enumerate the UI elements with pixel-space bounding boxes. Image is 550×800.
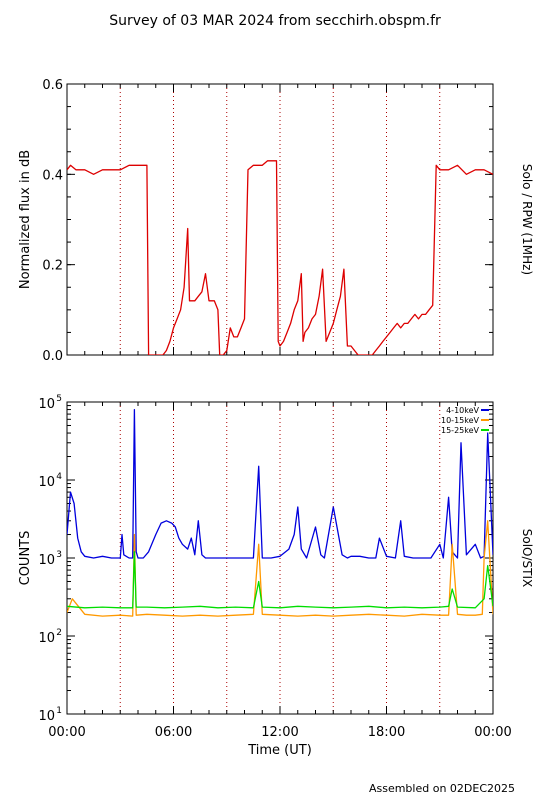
legend-entry-label: 4-10keV bbox=[446, 406, 479, 415]
instrument-label: Solo / RPW (1MHz) bbox=[520, 164, 534, 275]
x-tick-label: 06:00 bbox=[155, 725, 192, 740]
rpw-panel: 0.0 0.2 0.4 0.6 Normalized flux in dB Solo / … bbox=[18, 78, 534, 364]
x-axis-label: Time (UT) bbox=[247, 743, 312, 758]
assembled-note: Assembled on 02DEC2025 bbox=[369, 782, 515, 795]
y-tick-exponent: 5 bbox=[56, 394, 62, 404]
y-tick-exponent: 2 bbox=[56, 628, 62, 638]
y-tick-exponent: 3 bbox=[56, 550, 62, 560]
y-tick-label: 10 bbox=[38, 475, 55, 490]
instrument-label: SolO/STIX bbox=[520, 529, 534, 588]
series-line-10-15kev bbox=[67, 520, 493, 617]
series-line-rpw-flux bbox=[67, 160, 493, 355]
y-tick-label: 10 bbox=[38, 709, 55, 724]
y-tick-exponent: 1 bbox=[56, 706, 62, 716]
series-line-4-10kev bbox=[67, 408, 493, 559]
y-tick-label: 10 bbox=[38, 397, 55, 412]
x-tick-label: 18:00 bbox=[368, 725, 405, 740]
y-tick-label: 0.0 bbox=[42, 349, 63, 364]
page-title: Survey of 03 MAR 2024 from secchirh.obsp… bbox=[109, 13, 441, 29]
x-tick-label: 12:00 bbox=[261, 725, 298, 740]
legend-entry-label: 10-15keV bbox=[441, 416, 480, 425]
y-tick-label: 10 bbox=[38, 631, 55, 646]
legend-entry-label: 15-25keV bbox=[441, 426, 480, 435]
y-tick-label: 0.2 bbox=[42, 259, 63, 274]
y-axis-label: Normalized flux in dB bbox=[18, 150, 33, 289]
series-line-15-25kev bbox=[67, 551, 493, 609]
y-tick-exponent: 4 bbox=[56, 472, 62, 482]
y-tick-label: 0.4 bbox=[42, 168, 63, 183]
y-axis-label: COUNTS bbox=[18, 531, 33, 586]
y-tick-label: 0.6 bbox=[42, 78, 63, 93]
x-tick-label: 00:00 bbox=[474, 725, 511, 740]
x-tick-label: 00:00 bbox=[48, 725, 85, 740]
y-tick-label: 10 bbox=[38, 553, 55, 568]
